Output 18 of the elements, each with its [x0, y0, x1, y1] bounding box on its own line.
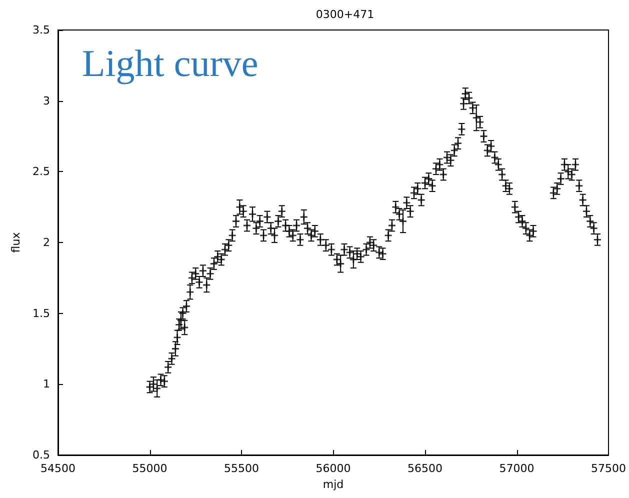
x-tick-label: 54500 — [40, 462, 76, 475]
x-tick-label: 56000 — [316, 462, 351, 475]
x-axis-title: mjd — [322, 478, 344, 491]
x-tick-label: 57000 — [499, 462, 534, 475]
annotation: Light curve — [82, 43, 258, 85]
y-tick-label: 3.5 — [32, 24, 50, 36]
y-tick-label: 1 — [43, 378, 50, 391]
x-tick-label: 56500 — [408, 462, 442, 475]
x-tick-label: 57500 — [591, 462, 626, 475]
y-tick-label: 3 — [43, 94, 50, 108]
x-tick-label: 55000 — [132, 462, 168, 475]
y-axis-title: flux — [10, 232, 23, 253]
x-tick-label: 55500 — [224, 462, 259, 475]
y-tick-label: 0.5 — [32, 448, 50, 462]
chart-title: 0300+471 — [316, 8, 374, 21]
y-tick-label: 2.5 — [32, 165, 50, 178]
y-tick-label: 1.5 — [32, 306, 50, 320]
y-tick-label: 2 — [43, 236, 50, 249]
